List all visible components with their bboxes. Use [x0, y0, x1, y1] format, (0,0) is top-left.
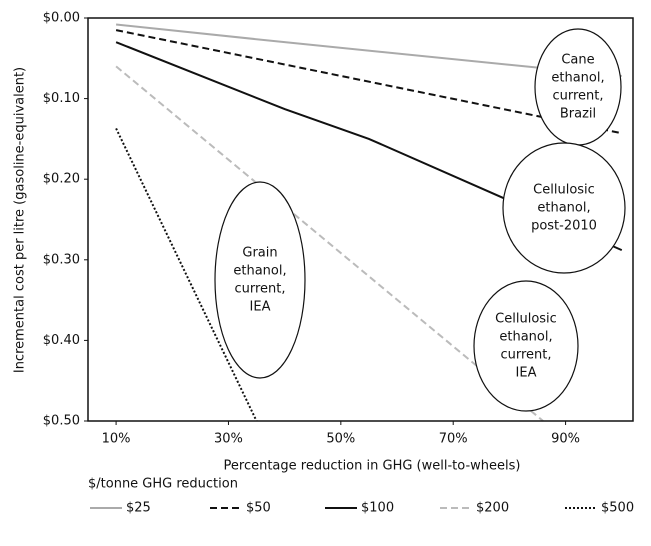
annotation-text: post-2010 — [531, 219, 597, 234]
series-line — [115, 23, 622, 78]
legend-label: $500 — [601, 501, 634, 516]
x-axis-label: Percentage reduction in GHG (well-to-whe… — [224, 459, 521, 474]
annotation-text: Cane — [561, 53, 594, 68]
y-tick-label: $0.00 — [43, 11, 80, 26]
annotation-text: current, — [234, 282, 285, 297]
x-tick-label: 50% — [326, 432, 355, 447]
annotation-bubble — [473, 280, 579, 412]
annotation-bubble — [534, 28, 622, 146]
annotation-text: current, — [500, 348, 551, 363]
annotation-bubble — [214, 181, 306, 379]
x-tick-label: 70% — [439, 432, 468, 447]
legend-label: $100 — [361, 501, 394, 516]
annotation-text: IEA — [516, 366, 537, 381]
plot-frame — [87, 17, 634, 422]
y-axis-label: Incremental cost per litre (gasoline-equ… — [13, 67, 28, 373]
x-tick-label: 10% — [102, 432, 131, 447]
y-tick-label: $0.50 — [43, 414, 80, 429]
annotation-text: Cellulosic — [533, 183, 595, 198]
legend-label: $50 — [246, 501, 271, 516]
annotation-text: Brazil — [560, 107, 596, 122]
legend-label: $25 — [126, 501, 151, 516]
annotation-text: current, — [552, 89, 603, 104]
x-tick-label: 90% — [551, 432, 580, 447]
y-tick-label: $0.30 — [43, 252, 80, 267]
annotation-text: IEA — [250, 300, 271, 315]
legend-title: $/tonne GHG reduction — [88, 477, 238, 492]
annotation-text: ethanol, — [537, 201, 590, 216]
y-tick-label: $0.10 — [43, 91, 80, 106]
annotation-text: ethanol, — [233, 264, 286, 279]
annotation-text: Cellulosic — [495, 312, 557, 327]
y-tick-label: $0.20 — [43, 172, 80, 187]
annotation-text: Grain — [242, 246, 277, 261]
legend-label: $200 — [476, 501, 509, 516]
annotation-text: ethanol, — [551, 71, 604, 86]
x-tick-label: 30% — [214, 432, 243, 447]
series-line — [115, 65, 544, 422]
y-tick-label: $0.40 — [43, 333, 80, 348]
annotation-text: ethanol, — [499, 330, 552, 345]
series-line — [115, 29, 622, 135]
annotation-bubble — [502, 142, 626, 274]
series-line — [115, 41, 623, 252]
